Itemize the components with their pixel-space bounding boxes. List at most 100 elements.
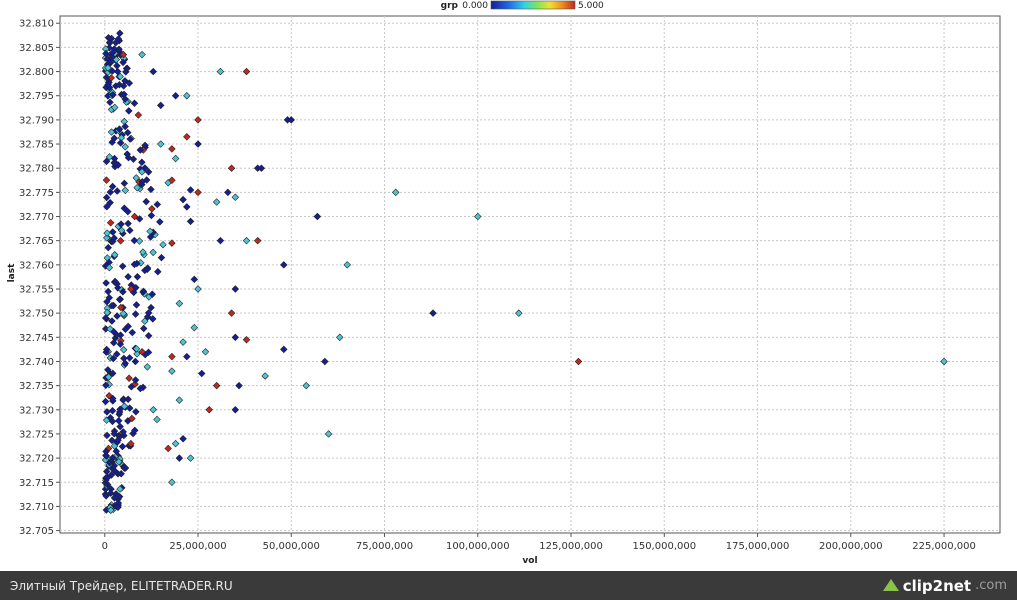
- data-point: [121, 325, 130, 333]
- data-point: [105, 263, 114, 272]
- data-point: [128, 414, 136, 423]
- data-point: [130, 99, 139, 107]
- data-point: [139, 287, 148, 296]
- data-point: [171, 439, 180, 448]
- data-point: [336, 333, 344, 342]
- y-axis-ticks: 32.705 32.710 32.715 32.720 32.725 32.730 32.7…: [19, 19, 60, 537]
- data-point: [280, 261, 288, 269]
- data-point: [112, 38, 120, 47]
- data-point: [114, 436, 122, 444]
- data-point: [175, 454, 184, 462]
- plot-area: [59, 15, 1001, 534]
- data-point: [144, 309, 153, 317]
- x-tick-label: 75,000,000: [356, 541, 413, 552]
- x-tick-label: 0: [102, 541, 108, 552]
- data-point: [133, 350, 141, 358]
- data-point: [183, 352, 191, 361]
- data-point: [102, 157, 111, 166]
- data-point: [321, 357, 329, 366]
- data-point: [157, 253, 166, 262]
- data-point: [102, 279, 110, 287]
- data-point: [127, 285, 135, 293]
- data-point: [128, 328, 137, 337]
- data-point: [136, 146, 145, 154]
- data-point: [153, 200, 162, 209]
- data-point: [103, 408, 111, 416]
- data-point: [103, 298, 111, 306]
- clip2net-logo[interactable]: clip2net .com: [882, 577, 1007, 595]
- data-point: [940, 357, 948, 366]
- data-point: [109, 91, 117, 99]
- data-point: [164, 444, 172, 453]
- y-tick-label: 32.705: [19, 526, 54, 537]
- data-point: [168, 478, 176, 486]
- data-point: [144, 332, 153, 340]
- data-point: [108, 369, 117, 378]
- data-point: [143, 313, 152, 321]
- data-point: [119, 396, 127, 404]
- data-point: [156, 101, 165, 110]
- data-point: [101, 397, 110, 406]
- data-point: [115, 295, 124, 304]
- x-tick-label: 125,000,000: [539, 541, 603, 552]
- data-point: [119, 309, 127, 318]
- data-point: [183, 133, 191, 141]
- data-point: [194, 116, 202, 124]
- data-point: [102, 49, 110, 58]
- data-point: [257, 164, 266, 172]
- data-point: [102, 73, 111, 82]
- data-point: [106, 198, 114, 207]
- data-point: [231, 193, 240, 201]
- data-point: [109, 453, 117, 462]
- data-point: [116, 29, 124, 38]
- data-point: [106, 325, 114, 333]
- data-point: [126, 226, 134, 235]
- data-point: [302, 381, 310, 390]
- data-point: [138, 50, 146, 59]
- data-point: [131, 426, 139, 435]
- data-point: [110, 234, 118, 242]
- data-point: [106, 219, 115, 227]
- data-point: [107, 506, 115, 514]
- data-point: [168, 145, 176, 153]
- data-point: [127, 383, 136, 391]
- data-point: [115, 80, 124, 89]
- data-point: [103, 431, 111, 440]
- data-point: [120, 179, 129, 188]
- data-point: [119, 346, 128, 354]
- data-point: [138, 348, 146, 356]
- y-tick-label: 32.810: [19, 19, 54, 30]
- data-point: [107, 489, 115, 497]
- data-point: [119, 50, 128, 59]
- y-tick-label: 32.725: [19, 429, 54, 440]
- data-point: [205, 406, 213, 414]
- y-axis-title: last: [7, 263, 17, 283]
- data-point: [194, 188, 202, 197]
- data-point: [103, 229, 111, 237]
- data-point: [168, 352, 176, 361]
- data-point: [144, 348, 153, 357]
- y-tick-label: 32.720: [19, 454, 54, 465]
- data-point: [130, 260, 139, 269]
- data-point: [103, 480, 112, 489]
- data-point: [101, 314, 110, 322]
- x-axis-ticks: 0 25,000,000 50,000,000 75,000,000 100,000,0…: [102, 533, 976, 552]
- data-point: [474, 212, 482, 221]
- data-point: [115, 125, 124, 133]
- data-point: [108, 417, 117, 426]
- data-point: [242, 236, 251, 245]
- data-point: [121, 143, 129, 151]
- data-point: [108, 317, 116, 325]
- legend-title: grp: [441, 1, 459, 11]
- y-tick-label: 32.715: [19, 478, 54, 489]
- data-point: [108, 182, 117, 191]
- data-point: [107, 128, 116, 136]
- data-point: [125, 354, 134, 362]
- data-point: [107, 471, 116, 479]
- legend-max-label: 5.000: [578, 1, 604, 11]
- data-point: [190, 323, 199, 332]
- data-point: [131, 357, 140, 366]
- data-point: [149, 406, 157, 414]
- data-point: [147, 211, 156, 220]
- data-point: [102, 345, 111, 354]
